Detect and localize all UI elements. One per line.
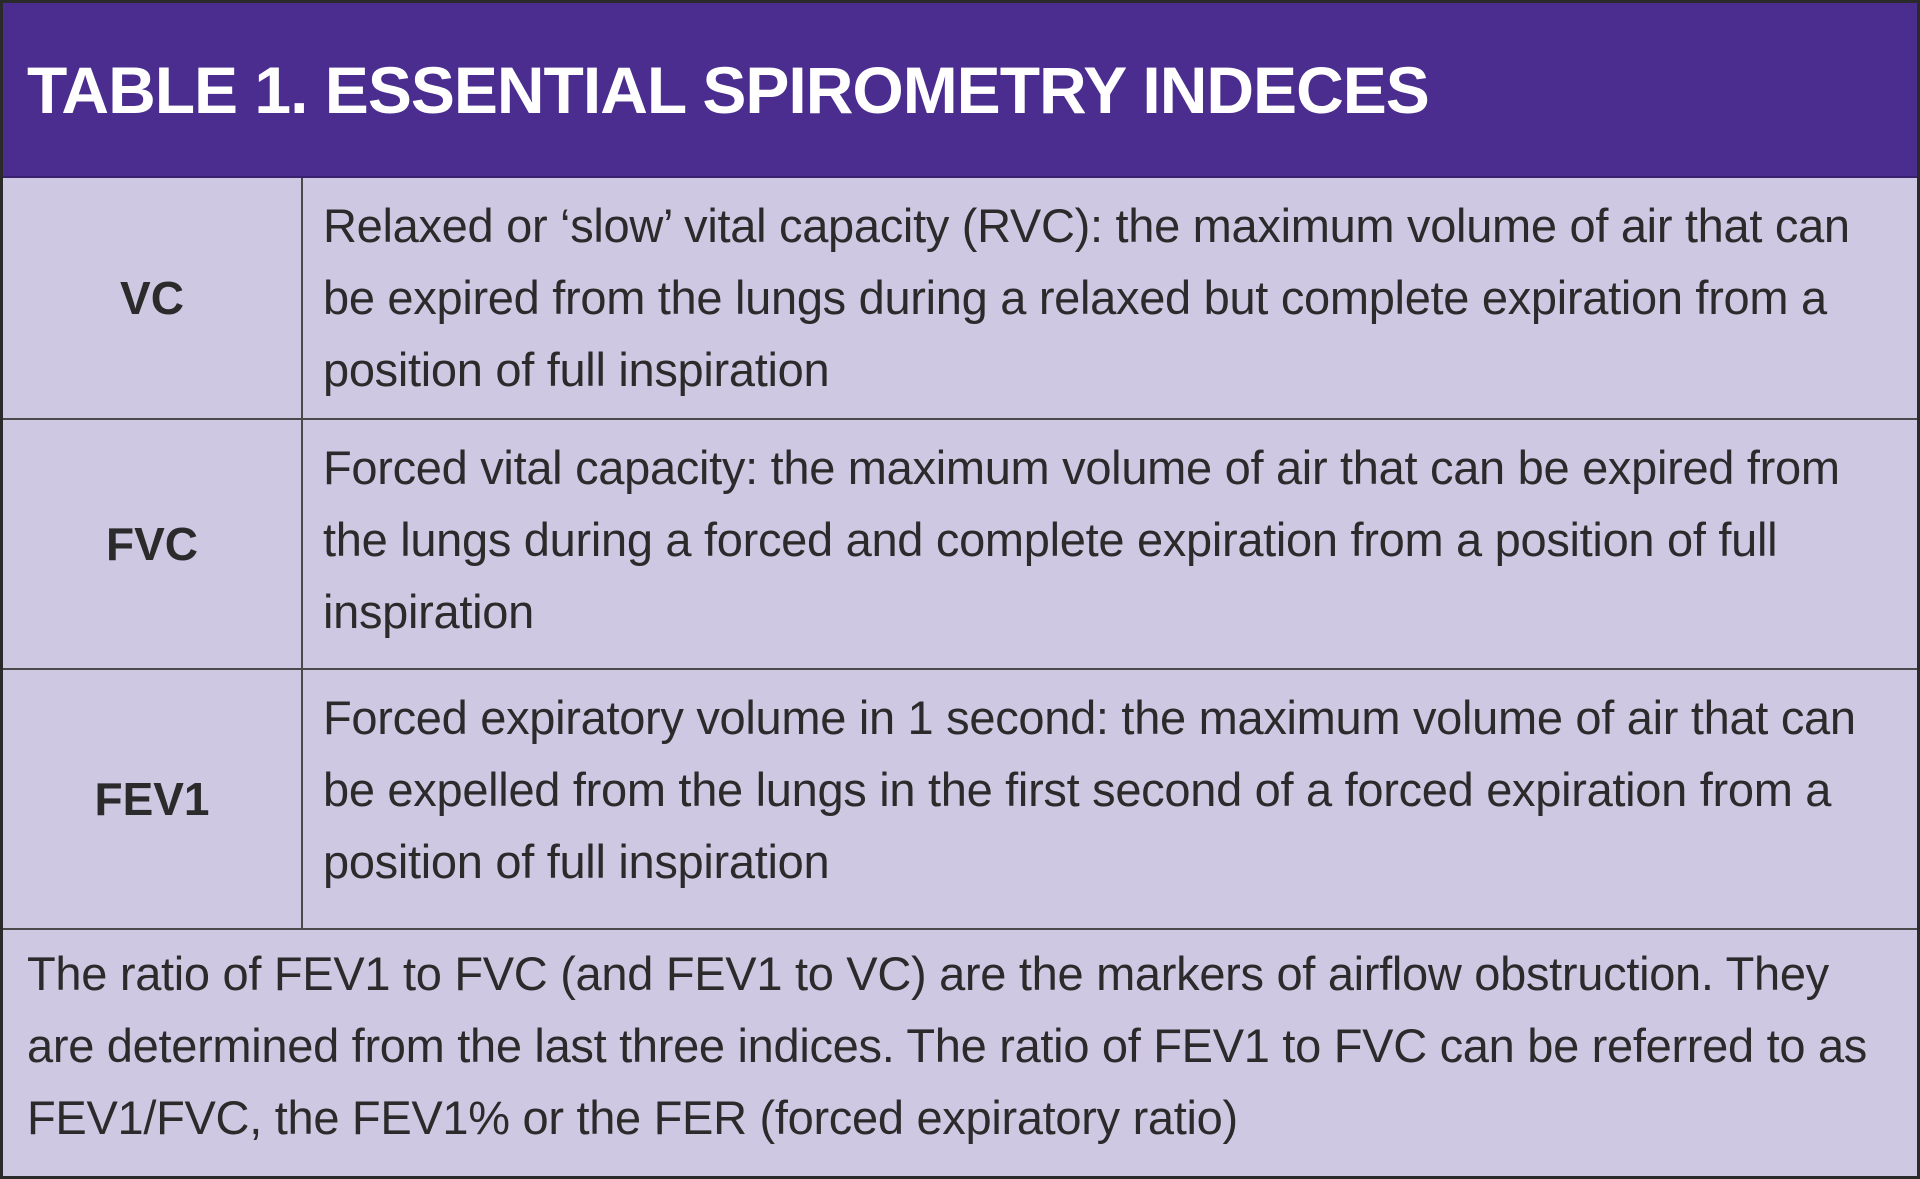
definition-cell: Relaxed or ‘slow’ vital capacity (RVC): … <box>303 178 1917 418</box>
term-fvc: FVC <box>106 518 198 570</box>
term-fev1: FEV1 <box>94 773 210 825</box>
definition-cell: Forced vital capacity: the maximum volum… <box>303 420 1917 668</box>
term-cell: FEV1 <box>3 670 303 928</box>
table-footnote: The ratio of FEV1 to FVC (and FEV1 to VC… <box>3 930 1917 1154</box>
term-vc: VC <box>120 272 184 324</box>
table-row: FEV1 Forced expiratory volume in 1 secon… <box>3 670 1917 930</box>
table-row: VC Relaxed or ‘slow’ vital capacity (RVC… <box>3 178 1917 420</box>
term-cell: VC <box>3 178 303 418</box>
definition-vc: Relaxed or ‘slow’ vital capacity (RVC): … <box>323 199 1850 396</box>
table-header: TABLE 1. ESSENTIAL SPIROMETRY INDECES <box>3 3 1917 178</box>
table-row: FVC Forced vital capacity: the maximum v… <box>3 420 1917 670</box>
definition-fvc: Forced vital capacity: the maximum volum… <box>323 441 1840 638</box>
table-body: VC Relaxed or ‘slow’ vital capacity (RVC… <box>3 178 1917 930</box>
definition-cell: Forced expiratory volume in 1 second: th… <box>303 670 1917 928</box>
footnote-text: The ratio of FEV1 to FVC (and FEV1 to VC… <box>27 947 1867 1144</box>
table-title: TABLE 1. ESSENTIAL SPIROMETRY INDECES <box>27 52 1430 127</box>
definition-fev1: Forced expiratory volume in 1 second: th… <box>323 691 1856 888</box>
term-cell: FVC <box>3 420 303 668</box>
